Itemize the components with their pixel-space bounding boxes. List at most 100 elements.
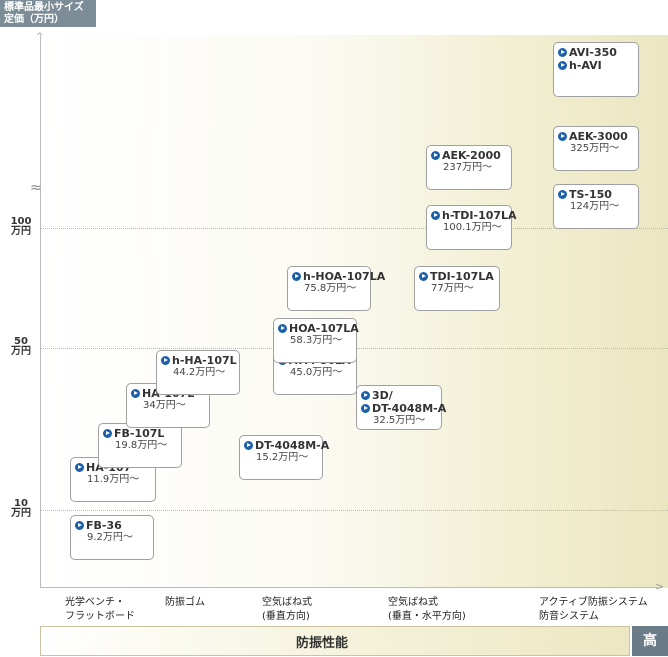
- product-name: h-AVI: [558, 59, 634, 72]
- y-tick-label-line: 100: [10, 216, 32, 227]
- product-name-text: h-TDI-107LA: [442, 209, 517, 222]
- performance-label: 防振性能: [296, 636, 349, 651]
- product-name: h-HA-107L: [161, 354, 237, 367]
- x-category-label-line: 防振ゴム: [165, 597, 205, 608]
- product-price: 44.2万円～: [173, 367, 226, 378]
- product-card[interactable]: AEK-3000 325万円～: [553, 126, 639, 171]
- product-name-text: AEK-3000: [569, 130, 628, 143]
- y-tick-label-line: 万円: [11, 346, 31, 357]
- product-name-text: h-HOA-107LA: [303, 270, 386, 283]
- product-name-text: 3D/: [372, 389, 393, 402]
- performance-bar: [40, 626, 630, 656]
- product-card[interactable]: TS-150 124万円～: [553, 184, 639, 229]
- unit-label-line-2: 定価（万円）: [4, 14, 64, 25]
- x-category-label-line: 光学ベンチ・: [65, 597, 125, 608]
- y-tick-label-line: 50: [14, 336, 28, 347]
- product-name: TDI-107LA: [419, 270, 495, 283]
- arrow-link-icon: [558, 48, 567, 57]
- product-card[interactable]: FB-36 9.2万円～: [70, 515, 154, 560]
- product-name-text: FB-36: [86, 519, 122, 532]
- product-name-text: AVI-350: [569, 46, 617, 59]
- y-tick-label-line: 10: [14, 498, 28, 509]
- product-card[interactable]: AEK-2000 237万円～: [426, 145, 512, 190]
- gridline-100: [41, 228, 668, 229]
- y-tick-label-10: 10 万円: [8, 499, 34, 519]
- y-tick-label-line: 万円: [11, 226, 31, 237]
- y-axis-unit-label: 標準品最小サイズ 定価（万円）: [0, 0, 96, 27]
- product-name: TS-150: [558, 188, 634, 201]
- plot-area: [41, 35, 668, 588]
- product-price: 325万円～: [570, 143, 620, 154]
- arrow-link-icon: [558, 61, 567, 70]
- x-category-label-line: 空気ばね式: [388, 597, 438, 608]
- product-card[interactable]: AVI-350 h-AVI: [553, 42, 639, 97]
- x-category-label-4: アクティブ防振システム 防音システム: [539, 596, 648, 624]
- product-name: h-HOA-107LA: [292, 270, 385, 283]
- x-category-label-line: 空気ばね式: [262, 597, 312, 608]
- product-price: 100.1万円～: [443, 222, 502, 233]
- x-category-label-line: (垂直・水平方向): [388, 611, 466, 622]
- arrow-link-icon: [75, 463, 84, 472]
- product-price: 75.8万円～: [304, 283, 357, 294]
- x-category-label-1: 防振ゴム: [165, 596, 205, 610]
- product-card[interactable]: h-TDI-107LA 100.1万円～: [426, 205, 517, 250]
- product-card[interactable]: TDI-107LA 77万円～: [414, 266, 500, 311]
- arrow-link-icon: [431, 151, 440, 160]
- product-price: 19.8万円～: [115, 440, 168, 451]
- product-price: 15.2万円～: [256, 452, 309, 463]
- arrow-link-icon: [558, 190, 567, 199]
- product-name-text: AEK-2000: [442, 149, 501, 162]
- product-name-text: TS-150: [569, 188, 612, 201]
- arrow-link-icon: [361, 404, 370, 413]
- product-name: 3D/: [361, 389, 437, 402]
- product-name: DT-4048M-A: [244, 439, 329, 452]
- x-category-label-line: 防音システム: [539, 611, 599, 622]
- product-name: AEK-3000: [558, 130, 634, 143]
- unit-label-line-1: 標準品最小サイズ: [4, 2, 84, 13]
- product-price: 124万円～: [570, 201, 620, 212]
- axis-break-mark: ≈: [30, 180, 42, 196]
- product-name-text: TDI-107LA: [430, 270, 494, 283]
- product-card[interactable]: FB-107L 19.8万円～: [98, 423, 182, 468]
- product-card[interactable]: h-HA-107L 44.2万円～: [156, 350, 240, 395]
- product-name-text: DT-4048M-A: [255, 439, 330, 452]
- product-price: 34万円～: [143, 400, 186, 411]
- product-price: 32.5万円～: [373, 415, 426, 426]
- product-name: AEK-2000: [431, 149, 507, 162]
- product-card[interactable]: 3D/DT-4048M-A 32.5万円～: [356, 385, 446, 430]
- y-axis: [40, 35, 41, 588]
- y-tick-label-100: 100 万円: [8, 217, 34, 237]
- product-name-text: h-AVI: [569, 59, 602, 72]
- product-card[interactable]: HOA-107LA 58.3万円～: [273, 318, 359, 363]
- arrow-link-icon: [431, 211, 440, 220]
- product-name: h-TDI-107LA: [431, 209, 517, 222]
- x-axis-arrow: >: [655, 580, 665, 593]
- arrow-link-icon: [161, 356, 170, 365]
- arrow-link-icon: [103, 429, 112, 438]
- x-category-label-2: 空気ばね式 (垂直方向): [262, 596, 312, 624]
- product-name: AVI-350: [558, 46, 634, 59]
- product-price: 9.2万円～: [87, 532, 133, 543]
- x-category-label-line: (垂直方向): [262, 611, 310, 622]
- x-category-label-0: 光学ベンチ・ フラットボード: [65, 596, 135, 624]
- product-card[interactable]: DT-4048M-A 15.2万円～: [239, 435, 329, 480]
- y-tick-label-line: 万円: [11, 508, 31, 519]
- gridline-10: [41, 510, 668, 511]
- product-price: 11.9万円～: [87, 474, 140, 485]
- product-price: 237万円～: [443, 162, 493, 173]
- x-axis: [40, 587, 658, 588]
- product-name: FB-36: [75, 519, 149, 532]
- arrow-link-icon: [131, 389, 140, 398]
- product-price: 45.0万円～: [290, 367, 343, 378]
- product-card[interactable]: h-HOA-107LA 75.8万円～: [287, 266, 385, 311]
- arrow-link-icon: [292, 272, 301, 281]
- product-name-text: h-HA-107L: [172, 354, 237, 367]
- x-category-label-line: フラットボード: [65, 611, 135, 622]
- arrow-link-icon: [361, 391, 370, 400]
- product-name: HOA-107LA: [278, 322, 359, 335]
- product-price: 77万円～: [431, 283, 474, 294]
- arrow-link-icon: [278, 324, 287, 333]
- product-name: FB-107L: [103, 427, 177, 440]
- product-name: DT-4048M-A: [361, 402, 446, 415]
- arrow-link-icon: [558, 132, 567, 141]
